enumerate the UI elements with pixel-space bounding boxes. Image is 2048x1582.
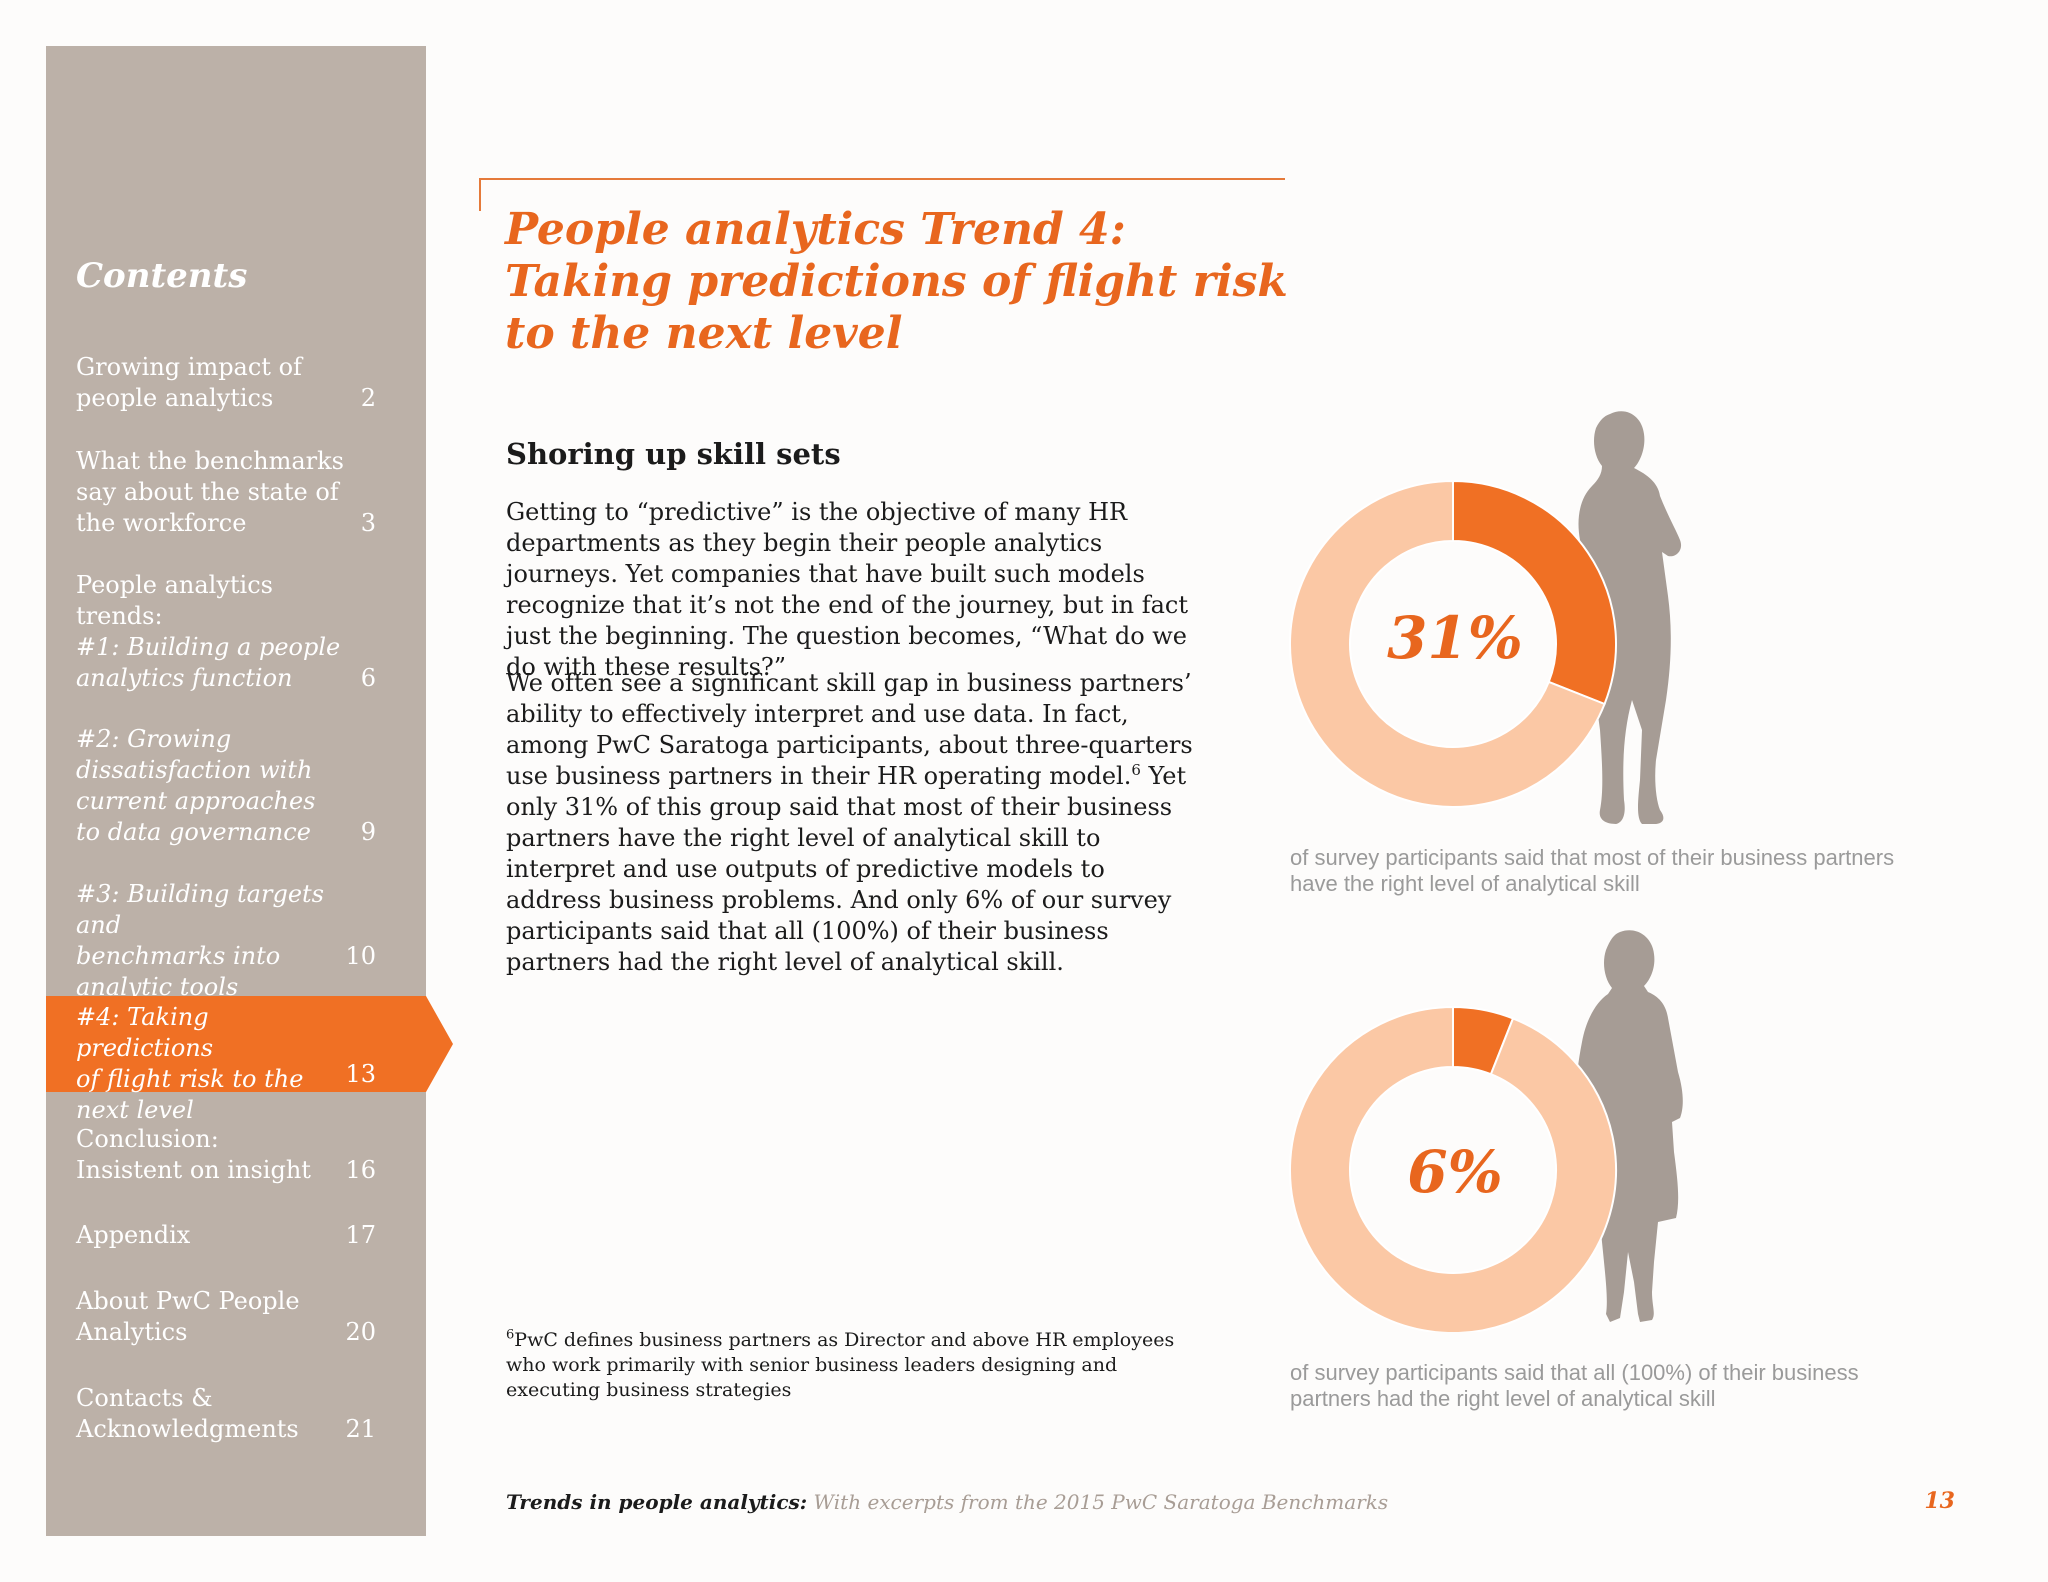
toc-item-contacts[interactable]: Contacts & Acknowledgments 21 (46, 1383, 426, 1445)
active-arrow-marker (426, 996, 453, 1092)
toc-item-label: Contacts & Acknowledgments (76, 1384, 299, 1443)
toc-item-trend-2[interactable]: #2: Growing dissatisfaction with current… (46, 724, 426, 848)
toc-item-benchmarks[interactable]: What the benchmarks say about the state … (46, 446, 426, 539)
body-paragraph-2: We often see a significant skill gap in … (506, 668, 1206, 978)
donut-31-value-label: 31% (1387, 604, 1523, 672)
toc-item-page: 16 (345, 1156, 376, 1184)
footnote-ref: 6 (1131, 761, 1141, 779)
page-title: People analytics Trend 4: Taking predict… (505, 204, 1288, 359)
toc-item-page: 10 (345, 942, 376, 970)
footnote-text: PwC defines business partners as Directo… (506, 1329, 1175, 1401)
donut-remainder-slice (1289, 479, 1606, 808)
toc-item-trend-4-active[interactable]: #4: Taking predictions of flight risk to… (46, 996, 453, 1124)
toc-item-label: #3: Building targets and benchmarks into… (76, 880, 324, 1001)
toc-item-label: What the benchmarks say about the state … (76, 447, 344, 537)
toc-item-appendix[interactable]: Appendix 17 (46, 1220, 426, 1251)
toc-item-page: 6 (360, 664, 376, 692)
toc-item-label: Appendix (76, 1221, 191, 1249)
running-footer: Trends in people analytics: With excerpt… (506, 1490, 1388, 1514)
toc-item-label: #4: Taking predictions of flight risk to… (76, 1003, 304, 1124)
toc-item-trend-1[interactable]: #1: Building a people analytics function… (46, 632, 426, 694)
toc-item-label: #1: Building a people analytics function (76, 633, 341, 692)
toc-item-label: People analytics trends: (76, 571, 273, 630)
title-rule-corner (479, 178, 481, 211)
contents-sidebar: Contents Growing impact of people analyt… (46, 46, 453, 1536)
body-paragraph-1: Getting to “predictive” is the objective… (506, 498, 1189, 681)
donut-6-caption: of survey participants said that all (10… (1290, 1360, 1859, 1411)
contents-title: Contents (76, 256, 248, 296)
body-paragraph-2-part-b: Yet only 31% of this group said that mos… (506, 762, 1187, 976)
male-silhouette-icon (1578, 411, 1682, 824)
toc-item-page: 13 (345, 1060, 376, 1088)
toc-item-trends-heading: People analytics trends: (46, 570, 426, 630)
donut-6-value-label: 6% (1407, 1138, 1503, 1206)
toc-item-page: 20 (345, 1318, 376, 1346)
toc-item-growing-impact[interactable]: Growing impact of people analytics 2 (46, 352, 426, 414)
donut-31-caption: of survey participants said that most of… (1290, 845, 1895, 896)
toc-item-page: 17 (345, 1221, 376, 1249)
toc-item-page: 3 (360, 509, 376, 537)
page-number: 13 (1924, 1488, 1955, 1514)
body-paragraph-2-part-a: We often see a significant skill gap in … (506, 669, 1193, 790)
toc-item-label: Conclusion: Insistent on insight (76, 1125, 311, 1184)
toc-item-label: #2: Growing dissatisfaction with current… (76, 725, 316, 846)
donut-remainder-slice (1289, 1005, 1617, 1332)
donut-chart-31 (1289, 411, 1682, 824)
section-subhead: Shoring up skill sets (506, 437, 841, 471)
footer-subtitle: With excerpts from the 2015 PwC Saratoga… (807, 1490, 1389, 1514)
footer-report-title: Trends in people analytics: (506, 1490, 808, 1514)
footnote-marker: 6 (506, 1327, 515, 1343)
toc-item-label: About PwC People Analytics (76, 1287, 300, 1346)
toc-item-about[interactable]: About PwC People Analytics 20 (46, 1286, 426, 1348)
toc-item-page: 21 (345, 1415, 376, 1443)
donut-highlight-slice (1452, 479, 1617, 706)
toc-item-label: Growing impact of people analytics (76, 353, 302, 412)
toc-item-conclusion[interactable]: Conclusion: Insistent on insight 16 (46, 1124, 426, 1186)
title-rule (479, 178, 1285, 180)
toc-item-page: 9 (360, 818, 376, 846)
toc-item-page: 2 (360, 384, 376, 412)
toc-item-trend-3[interactable]: #3: Building targets and benchmarks into… (46, 879, 426, 1001)
donut-chart-6 (1289, 930, 1683, 1332)
footnote: 6PwC defines business partners as Direct… (506, 1328, 1186, 1403)
